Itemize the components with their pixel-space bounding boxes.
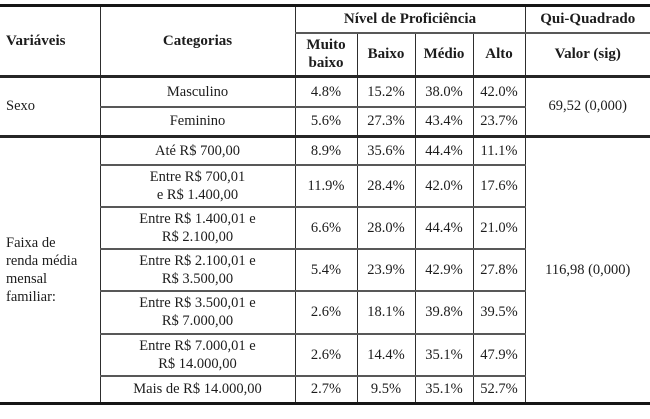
percent-cell: 27.3% [356,105,416,138]
percent-cell: 17.6% [472,163,526,208]
percent-cell: 14.4% [356,332,416,377]
header-cell-valor-sig: Valor (sig) [524,31,650,78]
category-cell: Entre R$ 1.400,01 e R$ 2.100,00 [99,205,296,251]
header-cell-categorias: Categorias [99,4,296,78]
chi-square-cell-renda: 116,98 (0,000) [524,135,650,405]
percent-cell: 44.4% [414,135,474,166]
percent-cell: 2.6% [294,332,358,377]
percent-cell: 39.8% [414,290,474,335]
category-cell: Feminino [99,105,296,138]
percent-cell: 5.4% [294,247,358,293]
percent-cell: 35.6% [356,135,416,166]
percent-cell: 42.9% [414,247,474,293]
percent-cell: 2.6% [294,290,358,335]
percent-cell: 38.0% [414,75,474,108]
percent-cell: 15.2% [356,75,416,108]
percent-cell: 39.5% [472,290,526,335]
percent-cell: 2.7% [294,374,358,405]
percent-cell: 5.6% [294,105,358,138]
percent-cell: 43.4% [414,105,474,138]
percent-cell: 52.7% [472,374,526,405]
table-row-feminino: Feminino 5.6% 27.3% 43.4% 23.7% [0,105,650,138]
percent-cell: 23.7% [472,105,526,138]
header-cell-variaveis: Variáveis [0,4,101,78]
percent-cell: 18.1% [356,290,416,335]
category-cell: Mais de R$ 14.000,00 [99,374,296,405]
table-row-700-1400: Entre R$ 700,01 e R$ 1.400,00 11.9% 28.4… [0,163,650,208]
percent-cell: 11.1% [472,135,526,166]
percent-cell: 11.9% [294,163,358,208]
level-header-muito-baixo: Muito baixo [294,31,358,78]
variable-cell-sexo: Sexo [0,75,101,138]
category-cell: Entre R$ 700,01 e R$ 1.400,00 [99,163,296,208]
percent-cell: 28.4% [356,163,416,208]
percent-cell: 23.9% [356,247,416,293]
table-row-7000-14000: Entre R$ 7.000,01 e R$ 14.000,00 2.6% 14… [0,332,650,377]
category-cell: Entre R$ 2.100,01 e R$ 3.500,00 [99,247,296,293]
percent-cell: 42.0% [472,75,526,108]
table-row-2100-3500: Entre R$ 2.100,01 e R$ 3.500,00 5.4% 23.… [0,247,650,293]
table-row-1400-2100: Entre R$ 1.400,01 e R$ 2.100,00 6.6% 28.… [0,205,650,251]
variable-cell-renda: Faixa de renda média mensal familiar: [0,135,101,405]
percent-cell: 28.0% [356,205,416,251]
percent-cell: 27.8% [472,247,526,293]
table-row-mais-14000: Mais de R$ 14.000,00 2.7% 9.5% 35.1% 52.… [0,374,650,405]
percent-cell: 35.1% [414,374,474,405]
level-header-alto: Alto [472,31,526,78]
table-row-masculino: Sexo Masculino 4.8% 15.2% 38.0% 42.0% 69… [0,75,650,138]
chi-square-cell-sexo: 69,52 (0,000) [524,75,650,138]
table-row-ate-700: Faixa de renda média mensal familiar: At… [0,135,650,405]
level-header-medio: Médio [414,31,474,78]
percent-cell: 42.0% [414,163,474,208]
percent-cell: 47.9% [472,332,526,377]
table-header-row-2: Muito baixo Baixo Médio Alto Valor (sig) [0,31,650,78]
proficiency-chi-square-table: Variáveis Categorias Nível de Proficiênc… [0,4,650,406]
level-header-baixo: Baixo [356,31,416,78]
table-row-3500-7000: Entre R$ 3.500,01 e R$ 7.000,00 2.6% 18.… [0,290,650,335]
category-cell: Entre R$ 7.000,01 e R$ 14.000,00 [99,332,296,377]
table-header-row-1: Variáveis Categorias Nível de Proficiênc… [0,4,650,78]
percent-cell: 9.5% [356,374,416,405]
percent-cell: 8.9% [294,135,358,166]
category-cell: Entre R$ 3.500,01 e R$ 7.000,00 [99,290,296,335]
percent-cell: 21.0% [472,205,526,251]
category-cell: Até R$ 700,00 [99,135,296,166]
percent-cell: 6.6% [294,205,358,251]
category-cell: Masculino [99,75,296,108]
percent-cell: 4.8% [294,75,358,108]
percent-cell: 44.4% [414,205,474,251]
header-cell-nivel-proficiencia: Nível de Proficiência [294,4,526,33]
percent-cell: 35.1% [414,332,474,377]
header-cell-qui-quadrado: Qui-Quadrado [524,4,650,33]
